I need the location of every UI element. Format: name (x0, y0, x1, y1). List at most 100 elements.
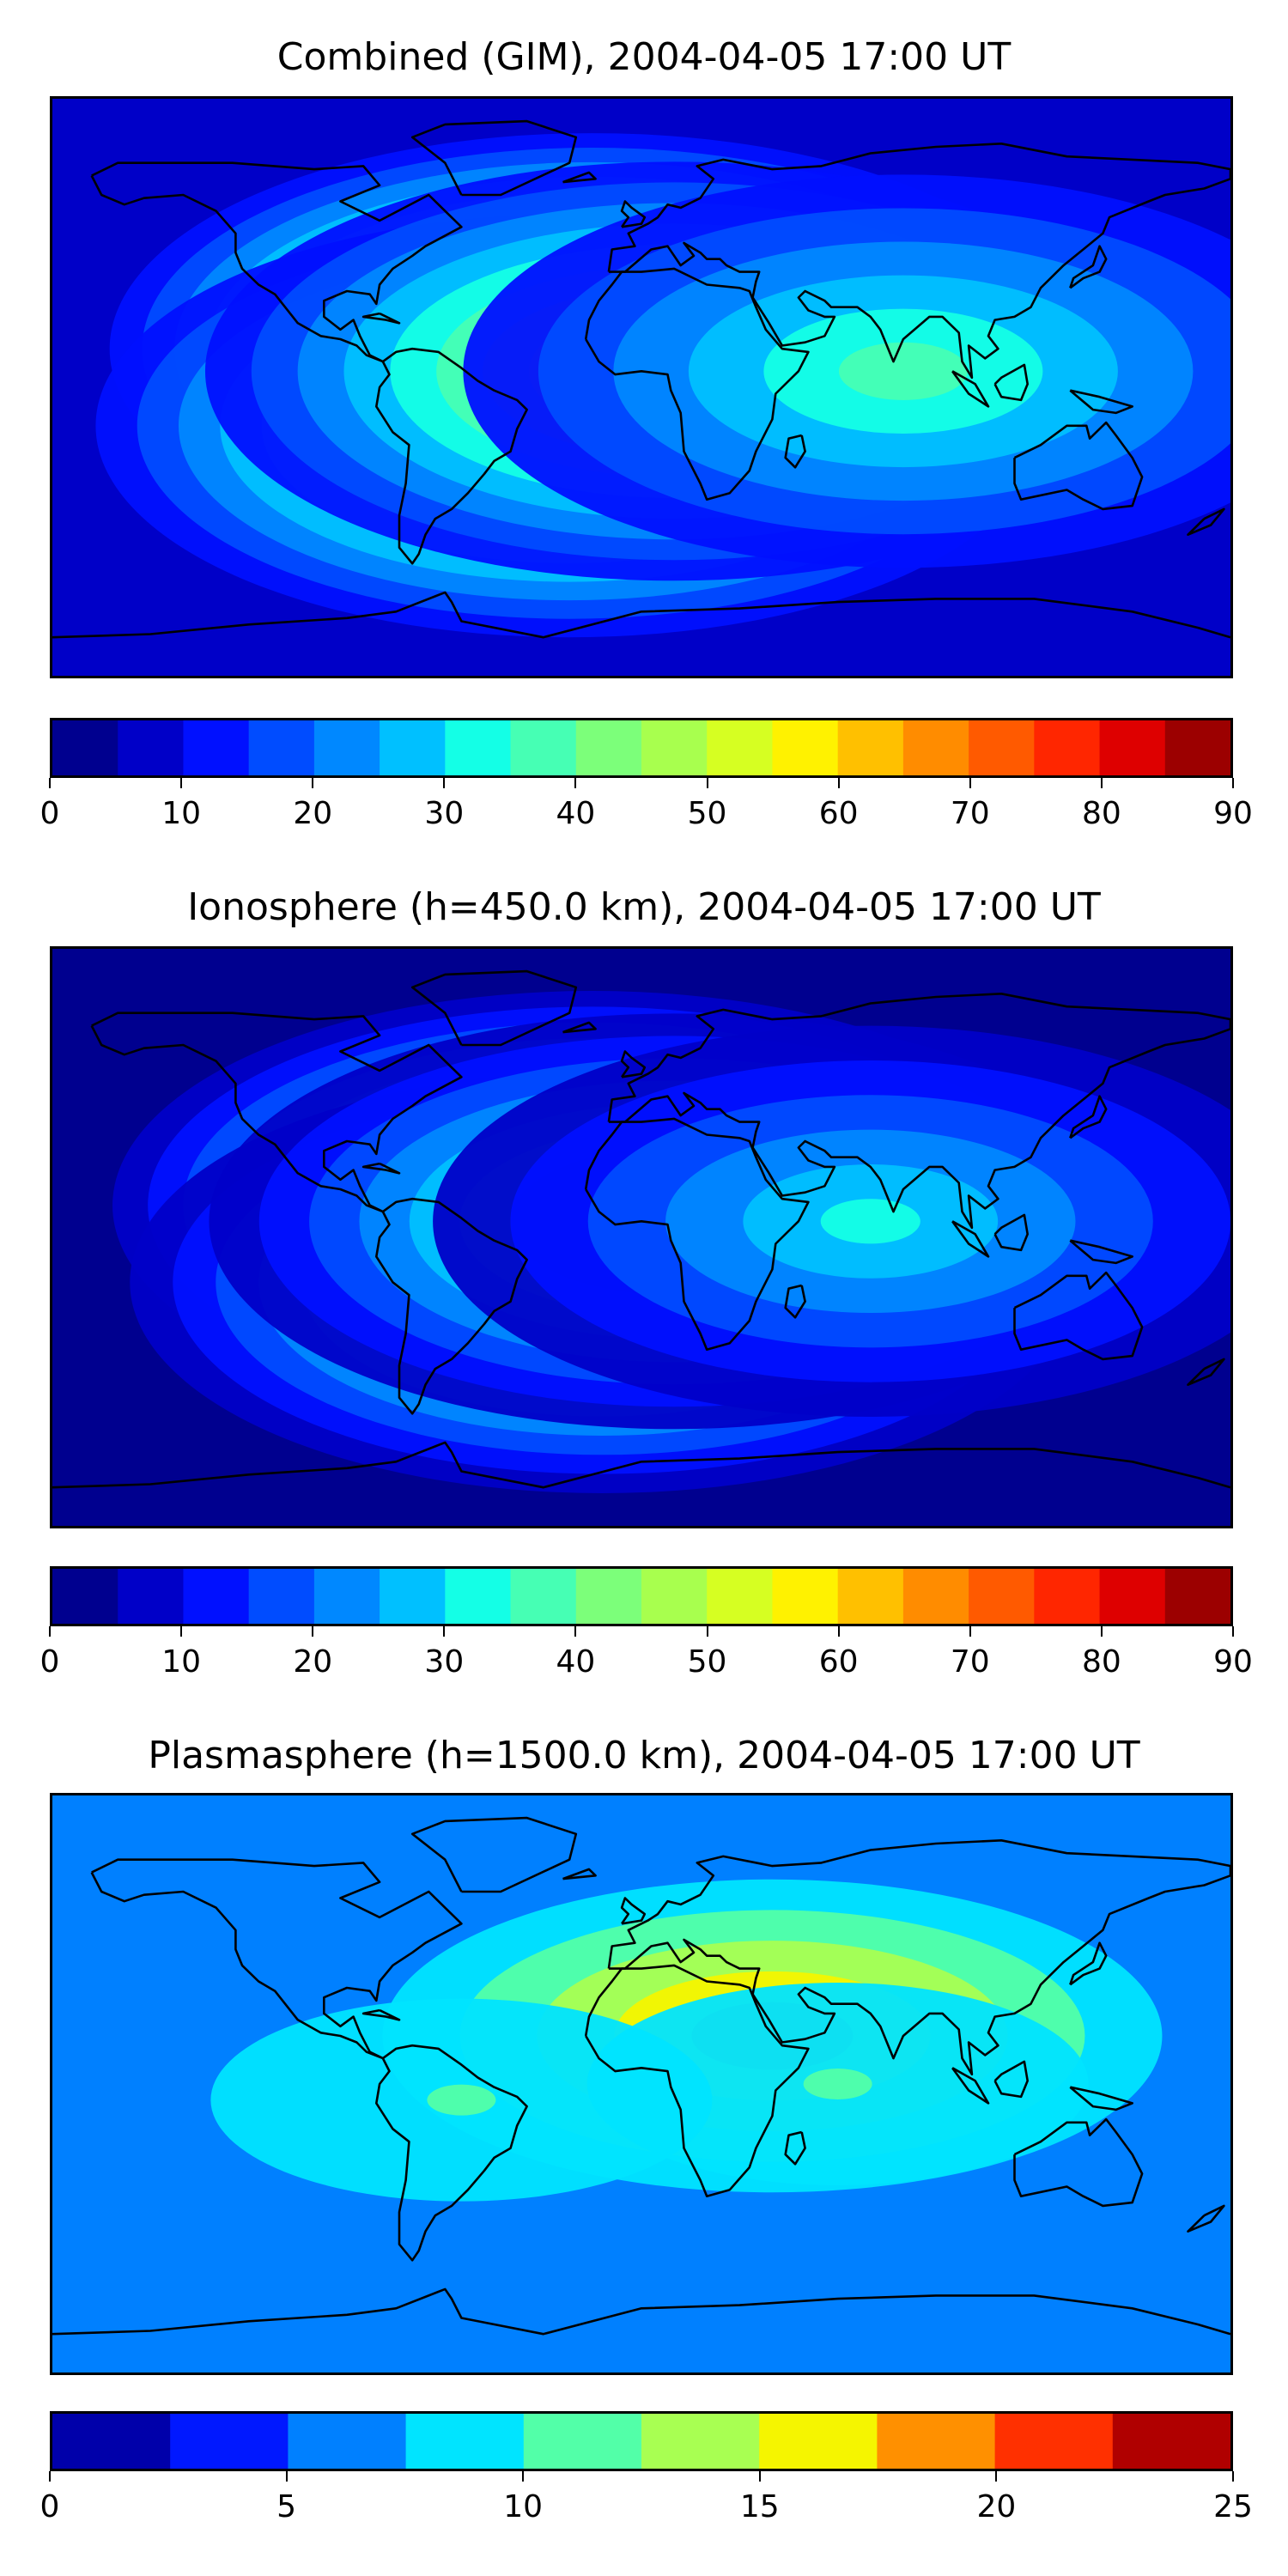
coastline (993, 1213, 1029, 1252)
colorbar-segment (877, 2414, 996, 2469)
colorbar-tick-mark (285, 2471, 288, 2482)
colorbar-segment (641, 720, 708, 775)
colorbar-tick-mark (995, 2471, 998, 2482)
colorbar-tick-mark (758, 2471, 761, 2482)
colorbar-segment (759, 2414, 878, 2469)
coastline (1069, 1095, 1108, 1139)
coastline (584, 1964, 810, 2197)
colorbar-segment (118, 720, 185, 775)
coastline (1069, 389, 1133, 415)
coastline (607, 993, 1230, 1230)
colorbar-segment (52, 1569, 118, 1624)
panel-2-title: Ionosphere (h=450.0 km), 2004-04-05 17:0… (187, 885, 1101, 929)
contour-level (427, 2084, 496, 2116)
coastline (375, 347, 528, 565)
panel-3-colorbar-ticks: 0 5 10 15 20 25 (40, 2471, 1253, 2524)
colorbar-tick-label: 60 (818, 1644, 859, 1680)
coastline (951, 1220, 990, 1258)
colorbar-segment (1164, 720, 1230, 775)
colorbar-tick-mark (49, 1626, 51, 1637)
colorbar-segment (52, 720, 118, 775)
colorbar-tick-mark (1232, 1626, 1234, 1637)
coastline (584, 1117, 810, 1351)
coastline (1013, 2117, 1144, 2208)
colorbar-tick-mark (443, 1626, 446, 1637)
coastlines (52, 119, 1230, 639)
coastlines (52, 969, 1230, 1489)
panel-2-colorbar-ticks: 0 10 20 30 40 50 60 70 80 90 (40, 1626, 1253, 1680)
colorbar-tick-label: 90 (1213, 1644, 1253, 1680)
colorbar-tick-mark (443, 778, 446, 788)
colorbar-segment (1112, 2414, 1230, 2469)
colorbar-segment (510, 720, 577, 775)
colorbar-tick-mark (180, 778, 183, 788)
panel-3-title: Plasmasphere (h=1500.0 km), 2004-04-05 1… (148, 1734, 1140, 1777)
colorbar-tick-label: 15 (739, 2489, 780, 2524)
coastline (1069, 2086, 1133, 2111)
colorbar-tick-label: 25 (1213, 2489, 1253, 2524)
colorbar-tick-mark (1100, 1626, 1103, 1637)
colorbar-segment (641, 1569, 708, 1624)
colorbar-tick-label: 70 (950, 1644, 990, 1680)
colorbar-segment (523, 2414, 642, 2469)
colorbar-segment (313, 720, 380, 775)
colorbar-tick-mark (969, 778, 971, 788)
colorbar-tick-label: 5 (276, 2489, 297, 2524)
coastline (584, 267, 810, 501)
coastline (375, 1197, 528, 1415)
colorbar-tick-mark (312, 778, 314, 788)
coastline (52, 591, 1230, 639)
coastline (1187, 1358, 1225, 1386)
contour-feature-3 (210, 1998, 713, 2202)
coastline (951, 2067, 990, 2105)
colorbar-segment (1034, 720, 1101, 775)
colorbar-tick-label: 10 (161, 796, 202, 831)
colorbar-segment (52, 2414, 171, 2469)
colorbar-tick-label: 90 (1213, 796, 1253, 831)
coastline (361, 1162, 401, 1175)
coastline (1069, 1239, 1133, 1265)
contour-level (820, 1199, 920, 1244)
coastlines (52, 1816, 1230, 2336)
coastline (1187, 507, 1225, 536)
colorbar-tick-label: 40 (556, 1644, 596, 1680)
colorbar-segment (1164, 1569, 1230, 1624)
colorbar-segment (1099, 1569, 1166, 1624)
panel-1-colorbar (50, 718, 1233, 778)
colorbar-segment (313, 1569, 380, 1624)
colorbar-segment (380, 720, 446, 775)
colorbar-segment (772, 1569, 839, 1624)
colorbar-segment (248, 720, 315, 775)
coastline (993, 2060, 1029, 2099)
panel-1-title: Combined (GIM), 2004-04-05 17:00 UT (276, 35, 1012, 79)
coastline (410, 119, 578, 197)
colorbar-tick-mark (180, 1626, 183, 1637)
panel-2-colorbar (50, 1566, 1233, 1626)
colorbar-tick-mark (1232, 778, 1234, 788)
colorbar-tick-label: 10 (503, 2489, 544, 2524)
colorbar-segment (575, 720, 642, 775)
colorbar-segment (445, 720, 512, 775)
colorbar-tick-label: 30 (424, 1644, 465, 1680)
coastline (361, 312, 401, 325)
coastline (52, 1441, 1230, 1489)
colorbar-segment (641, 2414, 760, 2469)
colorbar-tick-label: 20 (976, 2489, 1017, 2524)
colorbar-segment (380, 1569, 446, 1624)
coastline (562, 1021, 597, 1034)
colorbar-tick-label: 50 (687, 1644, 727, 1680)
colorbar-segment (405, 2414, 525, 2469)
coastline (1013, 1271, 1144, 1361)
colorbar-tick-label: 0 (39, 1644, 60, 1680)
colorbar-tick-label: 80 (1081, 1644, 1121, 1680)
coastline (562, 171, 597, 184)
coastline (1069, 1941, 1108, 1986)
colorbar-segment (510, 1569, 577, 1624)
panel-2-map (50, 946, 1233, 1528)
colorbar-tick-mark (1100, 778, 1103, 788)
colorbar-segment (183, 720, 250, 775)
contour-level (803, 2069, 872, 2099)
colorbar-segment (969, 1569, 1035, 1624)
colorbar-segment (707, 720, 774, 775)
colorbar-tick-label: 0 (39, 2489, 60, 2524)
